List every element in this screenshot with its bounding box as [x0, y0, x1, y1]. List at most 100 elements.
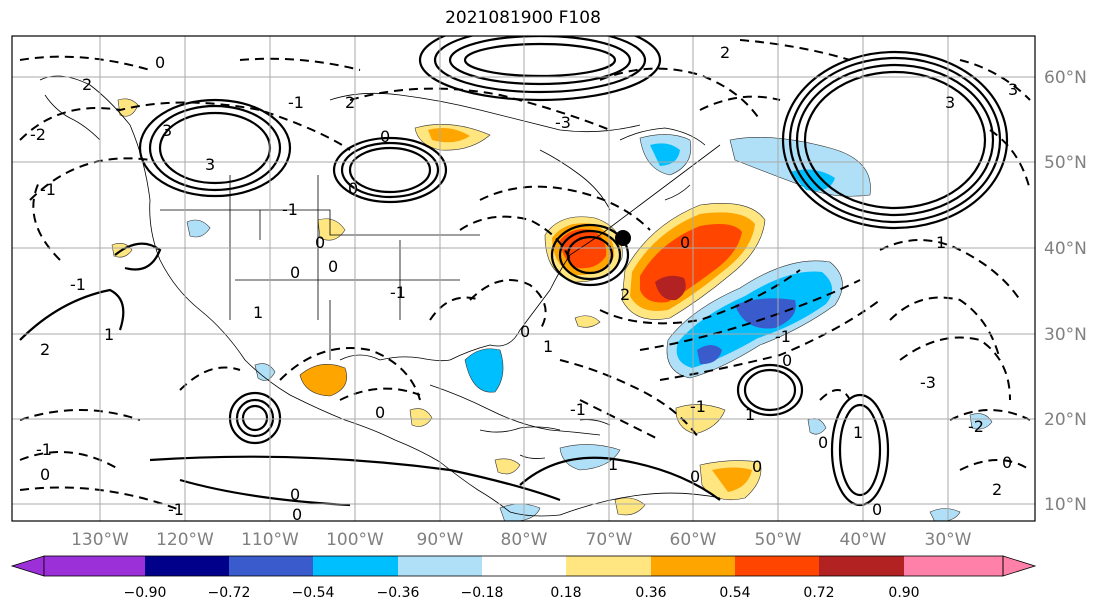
- svg-text:-1: -1: [168, 500, 184, 519]
- colorbar-bin: [44, 556, 145, 576]
- svg-text:0: 0: [872, 500, 882, 519]
- svg-text:0: 0: [680, 233, 690, 252]
- svg-text:−0.18: −0.18: [461, 585, 504, 601]
- svg-text:50°W: 50°W: [755, 530, 802, 550]
- svg-text:2: 2: [992, 480, 1002, 499]
- storm-center-marker: [615, 230, 631, 246]
- colorbar-bin: [313, 556, 398, 576]
- svg-text:0: 0: [348, 179, 358, 198]
- svg-text:1: 1: [608, 455, 618, 474]
- svg-text:−0.36: −0.36: [377, 585, 420, 601]
- svg-text:30°N: 30°N: [1044, 325, 1087, 345]
- svg-text:0: 0: [752, 457, 762, 476]
- svg-text:2: 2: [620, 285, 630, 304]
- contour-pacific-low: [241, 404, 269, 432]
- svg-text:10°N: 10°N: [1044, 495, 1087, 515]
- svg-text:-1: -1: [40, 180, 56, 199]
- contour-high-plains: [348, 146, 432, 194]
- svg-text:130°W: 130°W: [71, 530, 129, 550]
- colorbar-bin: [904, 556, 1003, 576]
- svg-text:20°N: 20°N: [1044, 410, 1087, 430]
- svg-text:1: 1: [853, 423, 863, 442]
- svg-text:0.36: 0.36: [635, 585, 666, 601]
- svg-text:-1: -1: [70, 275, 86, 294]
- contour-labels: 0 3 2 -1 0 3 -1 -2 -1 -1 0 0 1 2 0 2 0 0…: [30, 43, 1018, 521]
- svg-text:-1: -1: [775, 327, 791, 346]
- svg-text:1: 1: [543, 337, 553, 356]
- svg-text:-1: -1: [570, 400, 586, 419]
- svg-text:0: 0: [818, 433, 828, 452]
- svg-text:110°W: 110°W: [241, 530, 299, 550]
- svg-text:3: 3: [205, 155, 215, 174]
- svg-text:0: 0: [690, 467, 700, 486]
- svg-text:−0.90: −0.90: [124, 585, 167, 601]
- svg-text:0: 0: [290, 263, 300, 282]
- svg-text:80°W: 80°W: [501, 530, 548, 550]
- contours: [19, 36, 1009, 507]
- svg-text:1: 1: [104, 325, 114, 344]
- svg-text:40°W: 40°W: [840, 530, 887, 550]
- svg-text:-2: -2: [30, 125, 46, 144]
- svg-text:120°W: 120°W: [156, 530, 214, 550]
- svg-text:2: 2: [345, 93, 355, 112]
- svg-text:1: 1: [253, 303, 263, 322]
- colorbar-bin: [735, 556, 819, 576]
- svg-text:-1: -1: [282, 200, 298, 219]
- svg-text:0: 0: [380, 127, 390, 146]
- colorbar-bin: [229, 556, 313, 576]
- svg-text:0: 0: [290, 485, 300, 504]
- svg-text:0.90: 0.90: [888, 585, 919, 601]
- colorbar-bin: [651, 556, 735, 576]
- svg-text:2: 2: [720, 43, 730, 62]
- svg-text:0: 0: [520, 322, 530, 341]
- graticule: [12, 36, 1035, 521]
- svg-text:-1: -1: [36, 440, 52, 459]
- colorbar-extend-low: [10, 555, 45, 577]
- negative-anomaly-north: [729, 137, 871, 197]
- svg-text:0.72: 0.72: [803, 585, 834, 601]
- svg-text:2: 2: [82, 75, 92, 94]
- svg-text:3: 3: [162, 121, 172, 140]
- svg-text:50°N: 50°N: [1044, 153, 1087, 173]
- svg-text:60°N: 60°N: [1044, 68, 1087, 88]
- colorbar-extend-high: [1002, 555, 1037, 577]
- svg-text:−0.54: −0.54: [292, 585, 335, 601]
- svg-text:0: 0: [40, 465, 50, 484]
- contour-high-north: [418, 36, 662, 102]
- longitude-labels: 130°W 120°W 110°W 100°W 90°W 80°W 70°W 6…: [71, 530, 972, 550]
- svg-text:0: 0: [315, 233, 325, 252]
- svg-text:-1: -1: [288, 93, 304, 112]
- svg-text:40°N: 40°N: [1044, 239, 1087, 259]
- svg-text:0: 0: [782, 351, 792, 370]
- svg-text:−0.72: −0.72: [208, 585, 251, 601]
- svg-text:70°W: 70°W: [586, 530, 633, 550]
- colorbar: −0.90 −0.72 −0.54 −0.36 −0.18 0.18 0.36 …: [10, 555, 1037, 601]
- colorbar-bin: [398, 556, 482, 576]
- colorbar-bin: [482, 556, 566, 576]
- svg-text:30°W: 30°W: [925, 530, 972, 550]
- svg-text:1: 1: [936, 233, 946, 252]
- map-title: 2021081900 F108: [445, 8, 601, 28]
- svg-text:0: 0: [375, 403, 385, 422]
- svg-text:3: 3: [1008, 80, 1018, 99]
- contour-high-ne: [803, 70, 987, 210]
- svg-text:-3: -3: [555, 113, 571, 132]
- colorbar-bin: [566, 556, 651, 576]
- colorbar-bin: [145, 556, 229, 576]
- coastlines: [39, 75, 721, 517]
- svg-text:0.18: 0.18: [550, 585, 581, 601]
- svg-text:100°W: 100°W: [326, 530, 384, 550]
- svg-text:-2: -2: [968, 417, 984, 436]
- svg-text:0.54: 0.54: [719, 585, 750, 601]
- svg-text:1: 1: [745, 405, 755, 424]
- svg-text:90°W: 90°W: [417, 530, 464, 550]
- svg-text:-3: -3: [920, 373, 936, 392]
- svg-text:0: 0: [1002, 453, 1012, 472]
- svg-text:60°W: 60°W: [670, 530, 717, 550]
- latitude-labels: 60°N 50°N 40°N 30°N 20°N 10°N: [1044, 68, 1087, 515]
- dashed-contours: [19, 39, 1031, 511]
- negative-anomaly-florida: [464, 348, 504, 393]
- svg-text:0: 0: [155, 53, 165, 72]
- colorbar-bin: [819, 556, 904, 576]
